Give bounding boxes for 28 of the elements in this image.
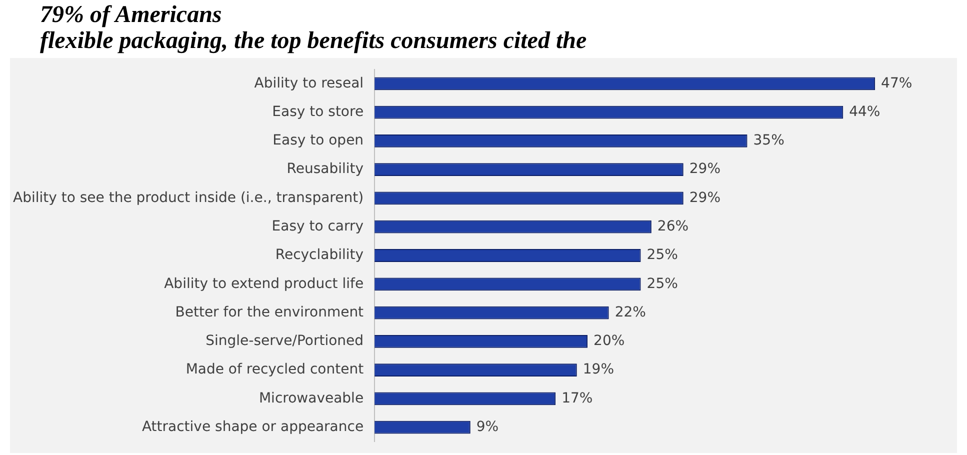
- data-label: 19%: [582, 362, 614, 378]
- y-tick-label: Ability to reseal: [254, 75, 364, 92]
- data-label: 22%: [614, 304, 646, 320]
- y-tick-label: Made of recycled content: [186, 362, 364, 378]
- y-tick-label: Recyclability: [275, 247, 364, 264]
- data-label: 44%: [849, 104, 880, 120]
- y-tick-label: Better for the environment: [175, 304, 364, 320]
- y-tick-label: Reusability: [286, 161, 364, 178]
- text: 79% of Americans: [40, 2, 223, 28]
- data-label: 17%: [562, 390, 593, 406]
- data-label: 20%: [594, 333, 625, 350]
- data-label: 9%: [476, 418, 499, 435]
- data-label: 26%: [657, 218, 689, 235]
- data-label: 25%: [646, 247, 678, 264]
- chart-subtitle: flexible packaging, the top benefits consumers cited the: [40, 28, 588, 54]
- y-tick-label: Microwaveable: [258, 390, 364, 406]
- data-label: 29%: [689, 161, 720, 178]
- y-tick-label: Ability to extend product life: [164, 276, 364, 292]
- y-tick-label: Easy to carry: [272, 218, 364, 235]
- y-tick-label: Single-serve/Portioned: [206, 333, 364, 350]
- y-tick-label: Easy to open: [272, 132, 364, 149]
- data-label: 25%: [646, 276, 678, 292]
- data-label: 47%: [881, 75, 912, 92]
- y-tick-label: Attractive shape or appearance: [142, 418, 364, 435]
- y-tick-label: Ability to see the product inside (i.e., transparent): [13, 190, 364, 206]
- data-label: 35%: [753, 132, 784, 149]
- data-label: 29%: [689, 190, 720, 206]
- y-tick-label: Easy to store: [272, 104, 364, 120]
